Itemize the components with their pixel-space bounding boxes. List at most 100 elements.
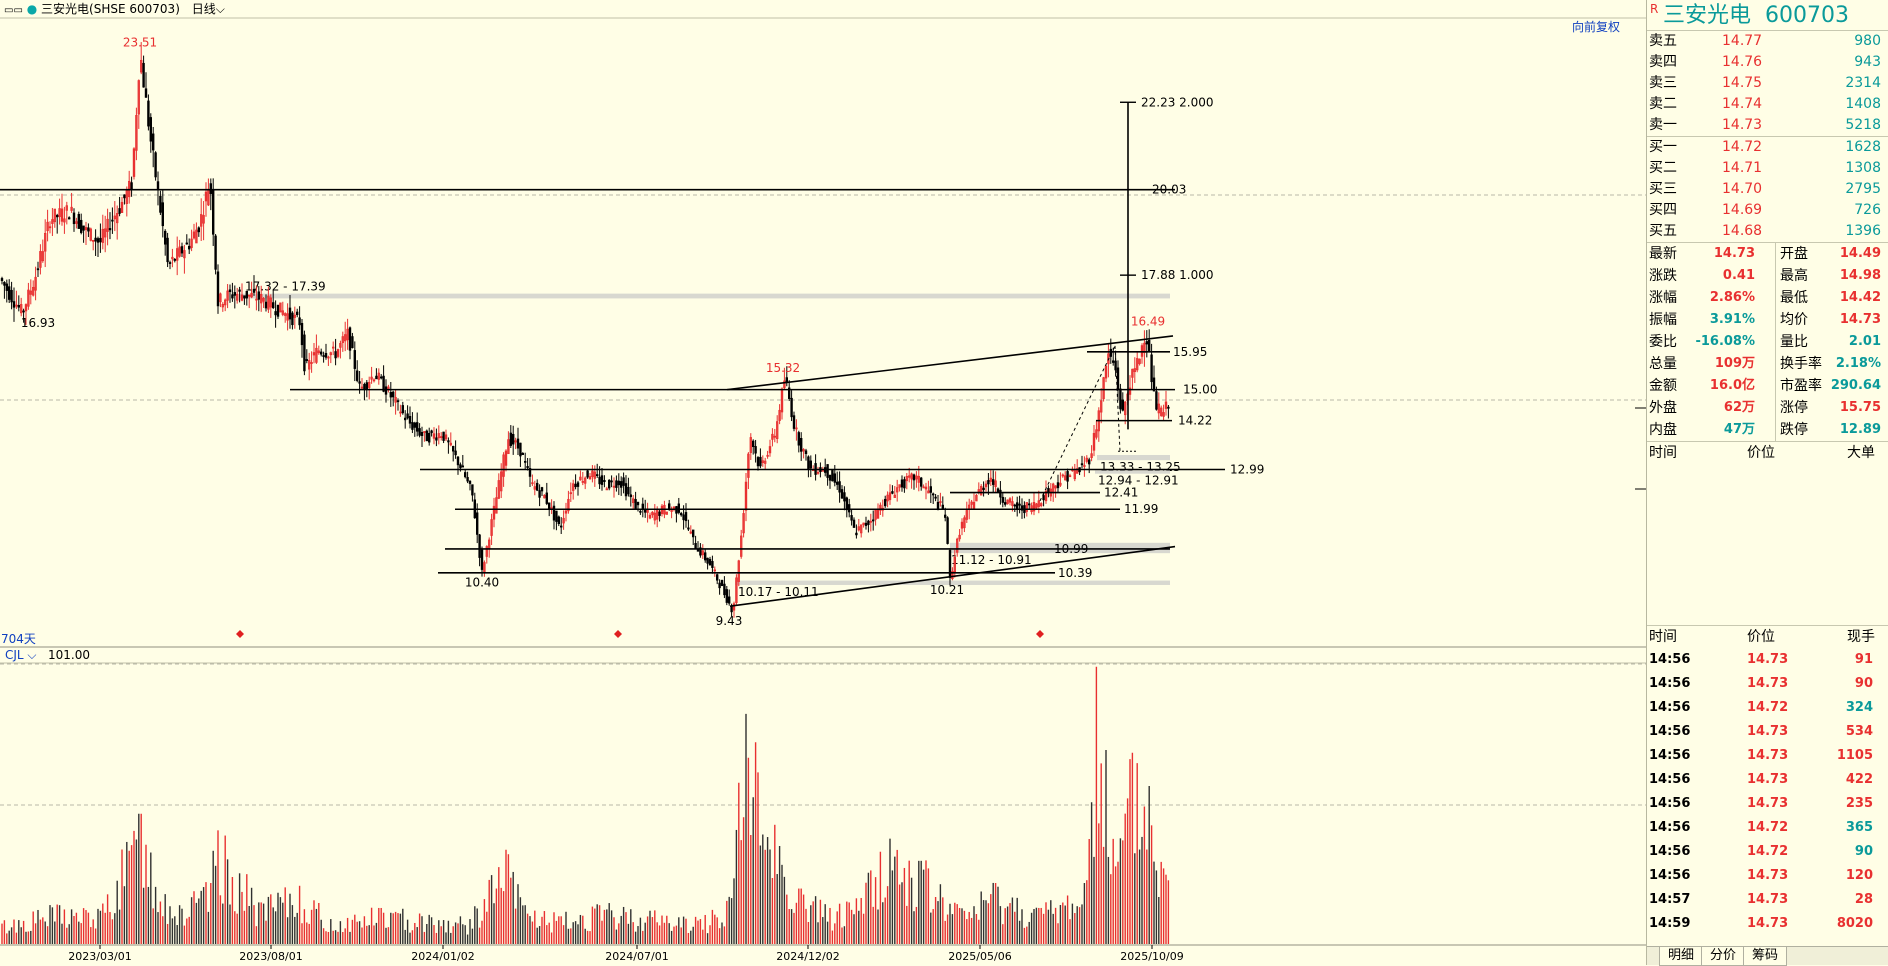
candle-body [238, 289, 241, 292]
tick-volume: 365 [1845, 820, 1873, 835]
candle-body [183, 250, 186, 259]
tick-list[interactable]: 时间 价位 现手 14:56 14.73 91 14:56 14.73 90 14:56 14… [1647, 626, 1888, 936]
candle-body [432, 433, 436, 439]
candle-body [5, 283, 9, 291]
candle-body [339, 343, 342, 348]
chart-area[interactable]: 17.32 - 17.39 13.33 - 13.25 12.94 - 12.91 1… [0, 0, 1646, 965]
candle-body [80, 219, 83, 233]
bids-row[interactable]: 买二 14.71 1308 [1647, 158, 1888, 179]
candle-body [531, 482, 534, 485]
candle-body [838, 481, 841, 493]
candle-body [653, 512, 657, 521]
candle-body [116, 213, 119, 224]
asks-row[interactable]: 卖五 14.77 980 [1647, 31, 1888, 52]
volume-indicator-selector[interactable]: CJL ⌵ [5, 648, 37, 662]
candle-body [231, 294, 234, 299]
candle-body [334, 351, 337, 359]
candle-body [355, 370, 359, 381]
candle-body [187, 245, 191, 250]
asks-row[interactable]: 卖三 14.75 2314 [1647, 73, 1888, 94]
candle-body [836, 481, 839, 485]
candle-body [228, 289, 232, 293]
stat-label: 均价 [1780, 312, 1808, 328]
stat-label: 内盘 [1649, 422, 1677, 438]
candle-body [1128, 387, 1132, 395]
candle-body [874, 509, 877, 520]
candle-body [996, 488, 1000, 493]
bids-label: 买四 [1649, 202, 1677, 218]
candle-body [910, 473, 913, 480]
tick-price: 14.73 [1747, 916, 1789, 931]
candle-body [728, 596, 731, 604]
tick-row: 14:59 14.73 8020 [1647, 912, 1888, 936]
stat-label: 换手率 [1780, 356, 1822, 372]
chart-settings-icon[interactable]: ▭▭ [4, 5, 23, 16]
candle-body [147, 100, 150, 127]
bids-price: 14.72 [1722, 139, 1763, 155]
asks-row[interactable]: 卖四 14.76 943 [1647, 52, 1888, 73]
bids-row[interactable]: 买三 14.70 2795 [1647, 179, 1888, 200]
candle-body [1073, 470, 1077, 480]
candle-body [1025, 502, 1029, 512]
candle-body [735, 577, 738, 603]
candle-body [908, 475, 911, 478]
candle-body [415, 422, 419, 432]
tick-row: 14:56 14.73 534 [1647, 720, 1888, 744]
tab-0[interactable]: 明细 [1659, 947, 1704, 966]
candle-body [603, 480, 606, 483]
candle-body [29, 290, 33, 295]
tab-2[interactable]: 筹码 [1743, 947, 1788, 966]
candle-body [536, 482, 539, 491]
asks-label: 卖三 [1649, 75, 1677, 91]
restore-mode-button[interactable]: 向前复权 [1572, 20, 1621, 34]
bids-row[interactable]: 买四 14.69 726 [1647, 200, 1888, 221]
candle-body [1042, 495, 1045, 501]
asks-row[interactable]: 卖一 14.73 5218 [1647, 115, 1888, 136]
candle-body [437, 433, 441, 439]
candle-body [932, 493, 935, 496]
candle-body [869, 520, 873, 523]
candle-body [629, 494, 633, 498]
bids-price: 14.70 [1722, 181, 1763, 197]
candle-body [1138, 358, 1141, 365]
candle-body [420, 431, 424, 436]
bids-price: 14.69 [1722, 202, 1763, 218]
tick-volume: 8020 [1836, 916, 1873, 931]
candle-body [264, 301, 268, 309]
candle-body [1131, 368, 1134, 378]
candle-body [499, 471, 503, 492]
candle-body [394, 397, 397, 403]
stat-value: 290.64 [1830, 378, 1881, 393]
stat-label: 振幅 [1649, 312, 1677, 328]
asks-row[interactable]: 卖二 14.74 1408 [1647, 94, 1888, 115]
period-selector[interactable]: 日线⌵ [191, 2, 225, 16]
stat-label: 金额 [1649, 378, 1677, 394]
big-orders-panel[interactable]: 时间 价位 大单 [1647, 442, 1888, 626]
candle-body [720, 580, 724, 587]
candle-body [677, 503, 681, 513]
bids-row[interactable]: 买五 14.68 1396 [1647, 221, 1888, 242]
x-axis-label: 2023/03/01 [68, 950, 131, 963]
candle-body [912, 474, 916, 481]
candle-body [956, 538, 959, 553]
stat-value: 12.89 [1839, 422, 1881, 437]
asks-label: 卖二 [1649, 96, 1677, 112]
candle-body [552, 505, 556, 521]
tick-price: 14.73 [1747, 724, 1789, 739]
candle-body [348, 327, 352, 351]
candle-body [151, 133, 155, 151]
candle-body [365, 382, 369, 390]
candle-body [319, 351, 323, 355]
bids-volume: 1396 [1845, 223, 1881, 239]
stat-value: 62万 [1723, 400, 1755, 415]
tick-row: 14:56 14.73 235 [1647, 792, 1888, 816]
candle-body [802, 449, 805, 452]
candle-body [317, 350, 321, 354]
bids-row[interactable]: 买一 14.72 1628 [1647, 137, 1888, 158]
candle-body [267, 295, 270, 310]
candle-body [223, 299, 227, 306]
candle-body [401, 405, 405, 414]
tick-time: 14:56 [1649, 700, 1691, 715]
tab-1[interactable]: 分价 [1701, 947, 1746, 966]
